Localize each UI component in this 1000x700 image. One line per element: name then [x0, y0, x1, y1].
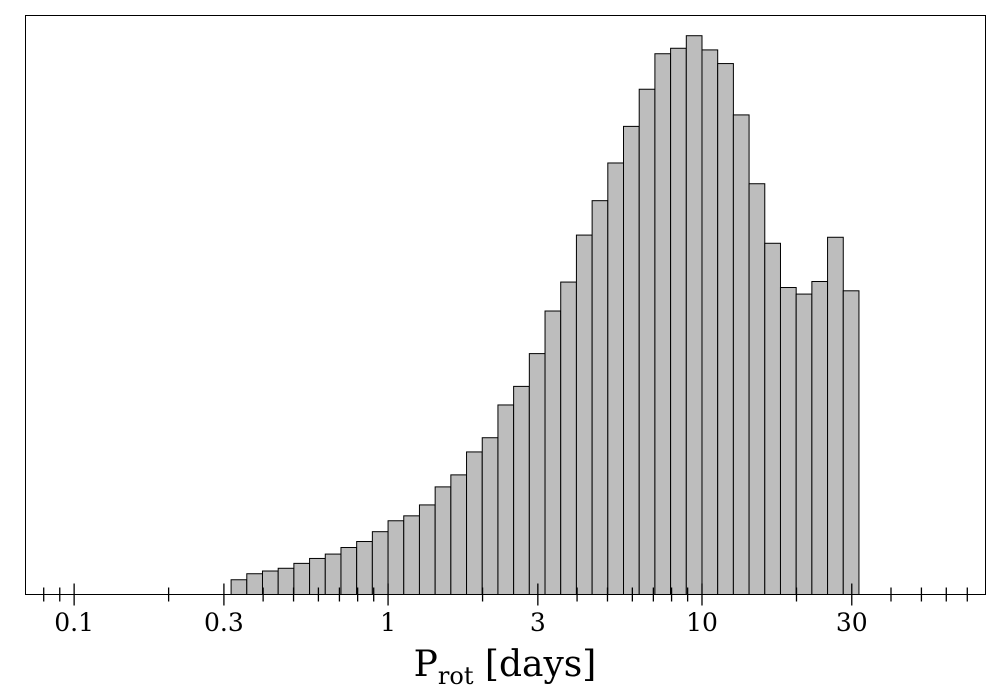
- histogram-bar: [654, 53, 672, 596]
- x-tick-label: 0.1: [54, 608, 94, 637]
- histogram-bar: [842, 290, 860, 595]
- x-axis-tick-labels: 0.1 0.3 1 3 10 30: [54, 608, 867, 637]
- x-tick-label: 0.3: [204, 608, 244, 637]
- histogram-bar: [418, 504, 436, 596]
- x-tick-label: 3: [530, 608, 546, 637]
- histogram-bar: [277, 567, 295, 596]
- histogram-bar: [261, 570, 279, 596]
- histogram-bar: [670, 47, 687, 595]
- histogram-bar: [324, 553, 342, 596]
- histogram-bar: [764, 242, 781, 595]
- histogram-bar: [387, 520, 405, 596]
- x-tick-label: 1: [380, 608, 396, 637]
- histogram-bar: [607, 162, 625, 595]
- histogram-bar: [371, 531, 389, 595]
- histogram-bar: [340, 547, 358, 596]
- histogram-bar: [827, 236, 844, 596]
- x-axis-ticks: [43, 583, 968, 606]
- histogram-bar: [732, 114, 750, 595]
- histogram-bar: [403, 515, 420, 596]
- histogram-bar: [701, 49, 719, 596]
- histogram-bar: [811, 281, 829, 595]
- histogram-bar: [450, 474, 468, 596]
- histogram-bar: [293, 562, 311, 595]
- histogram-bar: [497, 404, 515, 595]
- histogram-bar: [623, 125, 640, 595]
- histogram-bar: [246, 573, 263, 595]
- x-tick-label: 30: [836, 608, 868, 637]
- histogram-bar: [434, 486, 452, 596]
- histogram-bar: [591, 200, 609, 595]
- histogram-bar: [230, 579, 248, 595]
- histogram-bar: [356, 541, 373, 596]
- histogram-bar: [638, 88, 656, 596]
- x-axis-label: Prot [days]: [414, 644, 597, 690]
- histogram-bar: [560, 281, 577, 595]
- histogram-bar: [481, 437, 499, 596]
- histogram-bar: [779, 287, 797, 595]
- histogram-bar: [575, 234, 593, 596]
- x-tick-label: 10: [686, 608, 718, 637]
- histogram-bar: [795, 293, 813, 595]
- histogram-bar: [685, 35, 703, 595]
- histogram-bar: [513, 385, 530, 596]
- histogram-bar: [544, 310, 562, 595]
- histogram-bar: [466, 451, 483, 595]
- histogram-bars: [230, 35, 860, 596]
- histogram-bar: [309, 557, 326, 596]
- histogram-bar: [717, 63, 734, 595]
- histogram-bar: [748, 183, 766, 596]
- histogram-bar: [528, 353, 546, 595]
